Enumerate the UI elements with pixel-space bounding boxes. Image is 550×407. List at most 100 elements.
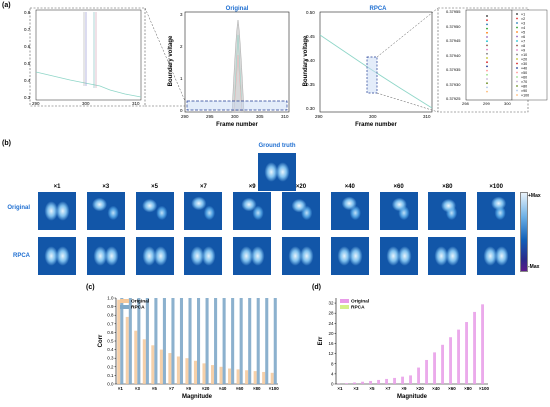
bar-original (270, 372, 274, 384)
zoom-legend-label: ×2 (521, 17, 525, 21)
bar-original (449, 337, 452, 384)
zoom-legend-marker (516, 13, 518, 15)
rpca-x-tick: 290 (315, 114, 323, 119)
bar-rpca (222, 298, 226, 384)
x-tick-label: ×40 (432, 386, 440, 391)
zoom-legend-marker (516, 76, 518, 78)
zoom-legend-label: ×3 (521, 22, 525, 26)
colorbar (520, 192, 528, 272)
original-plot-title: Original (225, 6, 249, 12)
err-chart: 0 4 8 12 16 20 24 28 32 ×1 ×3 ×5 ×7 ×9 ×20 ×40 ×60 ×80 ×10… (318, 298, 490, 400)
y-tick-label: 0.1 (107, 373, 114, 378)
rpca-plot (319, 7, 439, 113)
corr-chart: 0.0 0.1 0.2 0.3 0.4 0.5 0.6 0.7 0.8 0.9 1.0 ×1 ×3 ×5 ×… (98, 296, 279, 401)
y-tick-label: 0.0 (107, 382, 114, 387)
original-x-tick: 290 (181, 114, 189, 119)
zoom-legend-marker (516, 53, 518, 56)
rpca-y-tick: 0.30 (306, 106, 315, 111)
original-reconstruction-image (428, 192, 467, 230)
zoom-point (486, 69, 488, 72)
legend-label: RPCA (351, 305, 365, 311)
original-y-tick: 1 (180, 76, 183, 81)
bar-original (142, 339, 146, 384)
zoom-legend-label: ×9 (521, 49, 525, 53)
zoom-legend-marker (516, 85, 518, 87)
bar-original (465, 322, 468, 384)
x-tick-label: ×100 (479, 386, 490, 391)
bar-rpca (214, 298, 218, 384)
zoom-legend-label: ×6 (521, 35, 525, 39)
legend-swatch (120, 305, 129, 309)
magnitude-label: ×20 (295, 184, 307, 190)
x-tick-label: ×1 (118, 386, 124, 391)
zoom-point (486, 57, 488, 59)
zoom-x-tick: 300 (504, 101, 511, 106)
zoom-legend-marker (516, 67, 518, 69)
zoom-legend-marker (516, 80, 518, 83)
zoom-legend-label: ×20 (521, 58, 527, 62)
bar-rpca (248, 298, 252, 384)
bar-rpca (137, 298, 141, 384)
zoom-point (486, 27, 488, 30)
original-reconstruction-image (86, 192, 125, 230)
inset-left-y-tick: 0.6 (24, 44, 31, 49)
bar-original (168, 353, 172, 384)
bar-original (361, 381, 364, 384)
bar-original (134, 330, 138, 384)
rpca-y-tick: 0.45 (306, 34, 315, 39)
zoom-legend-label: ×10 (521, 53, 527, 57)
inset-left-x-tick: 300 (82, 101, 90, 106)
x-tick-label: ×9 (401, 386, 407, 391)
zoom-legend-marker (516, 22, 518, 24)
rpca-reconstruction-image (282, 237, 320, 275)
x-axis-label: Magnitude (182, 394, 213, 400)
zoom-legend-label: ×8 (521, 44, 525, 48)
rpca-reconstruction-image (135, 237, 174, 275)
colorbar-max-label: +Max (528, 193, 541, 199)
rpca-y-tick: 0.40 (306, 58, 315, 63)
original-ylabel: Boundary voltage (168, 35, 174, 87)
zoom-legend-marker (516, 26, 518, 29)
zoom-point (486, 61, 488, 64)
rpca-reconstruction-image (86, 237, 125, 275)
rpca-reconstruction-image (428, 237, 467, 275)
bar-original (425, 359, 428, 384)
y-tick-label: 0.9 (107, 304, 114, 309)
original-reconstruction-image (38, 192, 76, 230)
bar-original (353, 382, 356, 384)
x-tick-label: ×7 (169, 386, 175, 391)
legend-label: Original (131, 299, 149, 305)
zoom-point (486, 48, 488, 51)
bar-rpca (162, 298, 166, 384)
bar-original (393, 377, 396, 384)
x-tick-label: ×5 (369, 386, 375, 391)
zoom-legend-marker (516, 49, 518, 51)
rpca-y-tick: 0.35 (306, 82, 315, 87)
zoom-legend-marker (516, 58, 518, 60)
legend-label: Original (351, 299, 369, 305)
zoom-legend-label: ×50 (521, 71, 527, 75)
rpca-reconstruction-image (330, 237, 369, 275)
y-axis-label: Err (318, 336, 324, 345)
bar-original (385, 378, 388, 384)
bar-original (117, 299, 121, 384)
zoom-point (486, 44, 488, 47)
zoom-point (486, 23, 488, 26)
bar-original (253, 371, 257, 384)
bar-original (125, 316, 129, 384)
original-x-tick: 295 (206, 114, 214, 119)
bar-rpca (145, 298, 149, 384)
magnitude-label: ×9 (248, 184, 256, 190)
original-xlabel: Frame number (216, 122, 258, 128)
panel-label-a: (a) (2, 2, 11, 9)
bar-original (409, 375, 412, 384)
bar-rpca (205, 298, 209, 384)
zoom-legend-label: ×80 (521, 85, 527, 89)
bar-original (176, 356, 180, 384)
y-tick-label: 0.5 (107, 339, 114, 344)
y-tick-label: 0.6 (107, 330, 114, 335)
x-tick-label: ×60 (236, 386, 244, 391)
bar-original (481, 304, 484, 384)
inset-left-y-tick: 0.4 (24, 78, 31, 83)
zoom-legend-marker (516, 17, 518, 20)
